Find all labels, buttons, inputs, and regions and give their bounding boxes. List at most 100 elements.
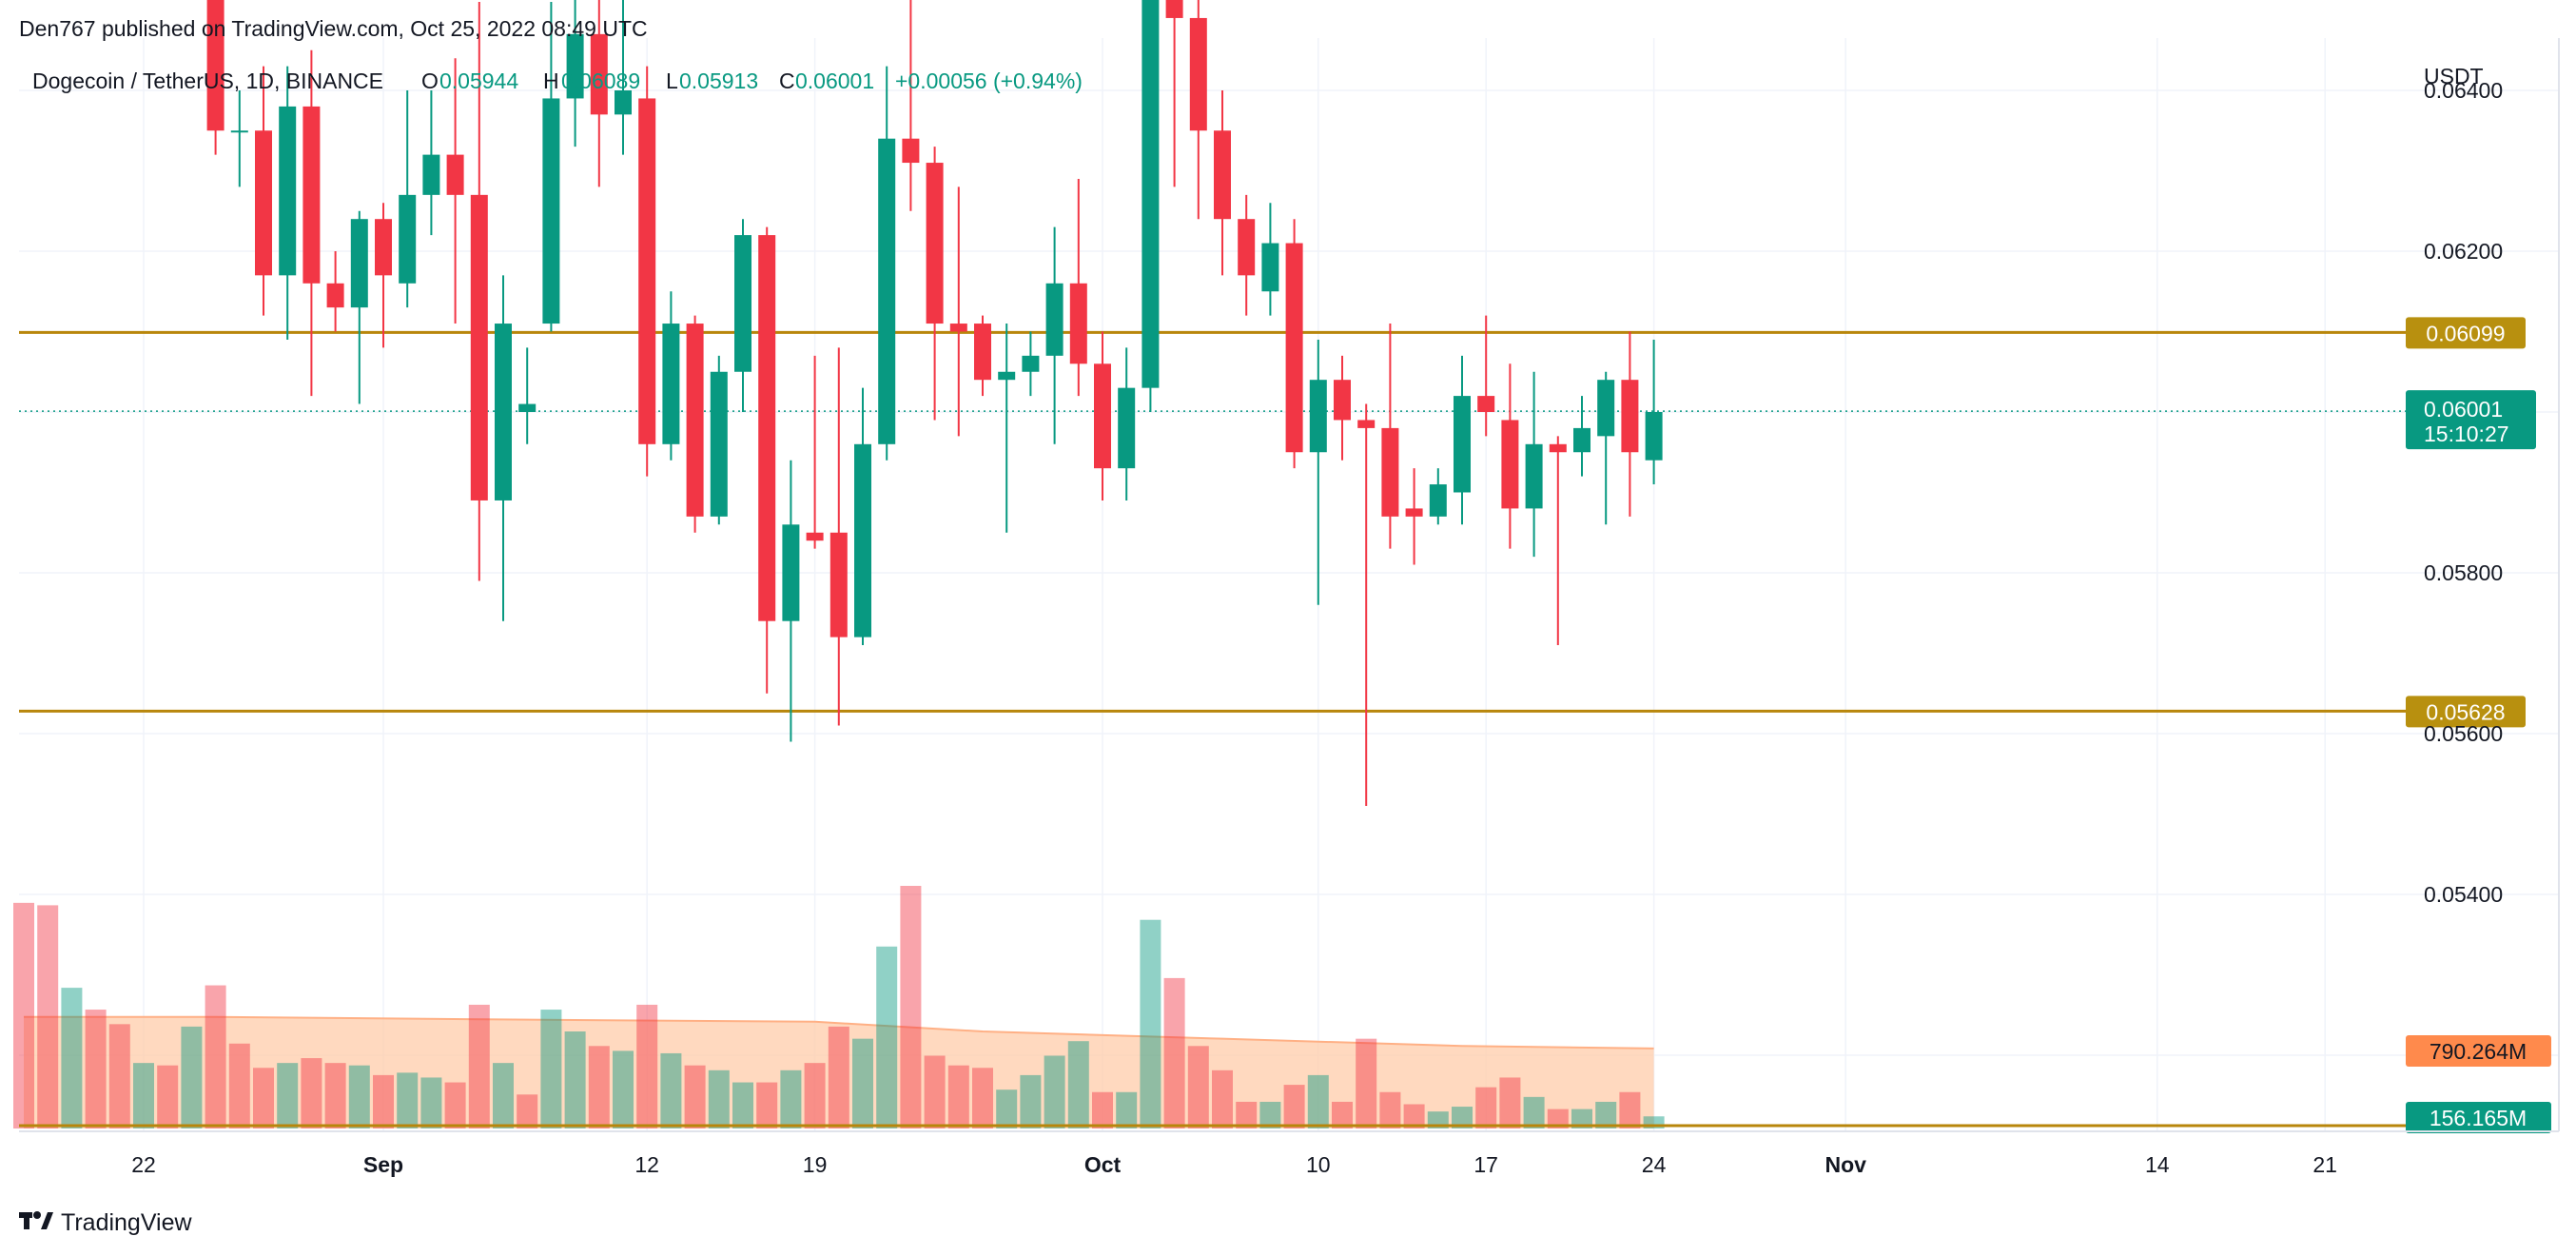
candle-body[interactable] [1381,427,1399,517]
candle[interactable] [734,219,751,412]
candle-body[interactable] [782,524,800,621]
candle-body[interactable] [1309,380,1327,453]
candle-body[interactable] [615,90,632,115]
candle[interactable] [926,147,944,421]
candle[interactable] [829,347,848,726]
candle-body[interactable] [998,371,1016,381]
candle[interactable] [1045,226,1064,444]
candle[interactable] [255,66,272,316]
candle-body[interactable] [1069,283,1087,364]
candle[interactable] [518,347,537,444]
candle[interactable] [1597,371,1615,525]
candle-body[interactable] [1645,412,1663,461]
candle[interactable] [782,460,800,742]
candle[interactable] [1429,468,1447,525]
candle-body[interactable] [255,130,272,276]
candle[interactable] [1549,436,1567,646]
candle[interactable] [949,186,967,437]
candle[interactable] [470,2,488,581]
candle[interactable] [375,203,392,348]
candle-body[interactable] [590,33,608,115]
candle[interactable] [878,66,896,461]
candle-body[interactable] [1094,363,1111,469]
candle[interactable] [638,66,656,477]
candle-body[interactable] [1525,443,1543,509]
candle[interactable] [1238,194,1256,316]
candle-body[interactable] [1549,443,1567,453]
candle[interactable] [806,355,824,549]
candle-body[interactable] [495,324,512,500]
candle-body[interactable] [1045,283,1064,356]
candle-body[interactable] [1285,243,1303,453]
candle[interactable] [326,251,344,332]
candle[interactable] [422,90,440,236]
candle-body[interactable] [638,98,656,444]
candle-body[interactable] [1501,420,1519,509]
candle-body[interactable] [566,33,584,99]
candle-body[interactable] [326,283,344,308]
candle[interactable] [1309,339,1327,605]
candle-body[interactable] [806,532,824,541]
candle[interactable] [350,210,368,404]
candle[interactable] [446,58,464,324]
candle-body[interactable] [758,235,776,621]
candle-body[interactable] [1142,0,1160,388]
candle[interactable] [1214,90,1231,276]
candle-body[interactable] [470,194,488,500]
candle-body[interactable] [686,324,704,517]
candle[interactable] [399,90,417,308]
candle[interactable] [758,226,776,694]
candle-body[interactable] [375,219,392,276]
candle[interactable] [279,66,297,340]
candle[interactable] [1357,403,1376,807]
candle[interactable] [1454,355,1471,525]
candle[interactable] [566,0,584,147]
candle-body[interactable] [422,154,440,195]
candle-body[interactable] [926,163,944,324]
candle-body[interactable] [662,324,680,444]
candle[interactable] [662,291,680,461]
candle-body[interactable] [1334,380,1351,421]
candle-body[interactable] [518,403,537,412]
candlestick-series[interactable] [15,0,1663,807]
candle-body[interactable] [542,98,560,324]
candle-body[interactable] [1261,243,1279,292]
candle-body[interactable] [1165,0,1183,18]
candle-body[interactable] [1597,380,1615,437]
candle-body[interactable] [1118,387,1136,469]
candle-body[interactable] [1214,130,1231,220]
candle[interactable] [1142,0,1160,412]
candle[interactable] [854,387,871,646]
candle[interactable] [1525,371,1543,558]
candle[interactable] [542,2,560,332]
candle[interactable] [1069,178,1087,397]
candle[interactable] [590,0,608,187]
candle[interactable] [1261,203,1279,316]
candle-body[interactable] [446,154,464,195]
candle-body[interactable] [949,324,967,332]
candle-body[interactable] [350,219,368,308]
candle-body[interactable] [878,138,896,444]
candle[interactable] [1645,339,1663,485]
candle-body[interactable] [1477,396,1495,412]
candle-body[interactable] [206,0,224,131]
candle[interactable] [302,49,321,397]
candle-body[interactable] [1022,355,1040,372]
candle[interactable] [1165,0,1183,187]
candle[interactable] [974,315,991,397]
candle-body[interactable] [1429,484,1447,517]
candle-body[interactable] [230,130,248,133]
candle-body[interactable] [829,532,848,638]
candle[interactable] [1477,315,1495,437]
candle-body[interactable] [1454,396,1471,493]
candle-body[interactable] [1189,17,1207,131]
candle-body[interactable] [854,443,871,638]
candle[interactable] [230,90,248,187]
candle-body[interactable] [279,106,297,276]
candle-body[interactable] [1573,427,1590,453]
candle-body[interactable] [1357,420,1376,428]
candle-body[interactable] [734,235,751,372]
candle[interactable] [615,0,632,155]
